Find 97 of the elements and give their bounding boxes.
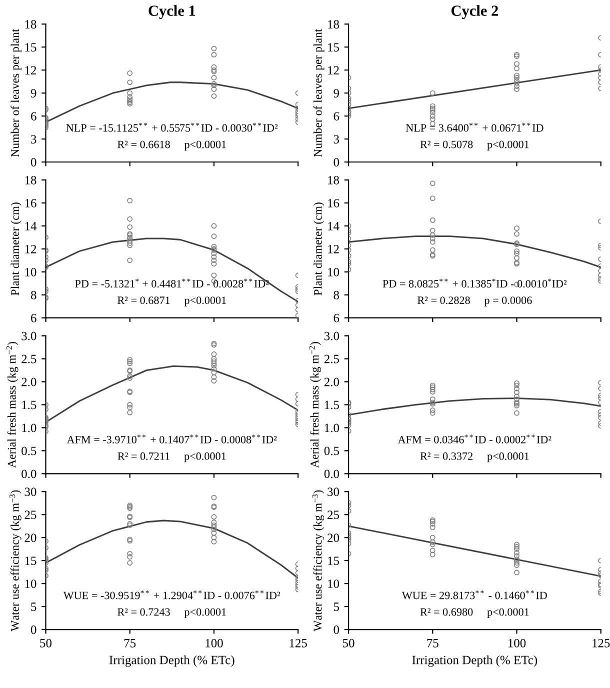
- x-tick-label: 50: [343, 638, 354, 648]
- y-tick-label: 3: [31, 135, 36, 144]
- y-tick-label: 0: [334, 626, 340, 634]
- x-tick-label: 100: [508, 638, 526, 648]
- y-tick-label: 2.0: [324, 378, 340, 386]
- x-tick-label: 75: [427, 639, 438, 648]
- line-series: [348, 235, 601, 268]
- y-axis-title: Water use efficiency (kg m$^{−3}$): [312, 490, 324, 632]
- y-axis-title: Aerial fresh mass (kg m$^{−2}$): [309, 342, 321, 468]
- x-tick-label: 75: [124, 639, 136, 648]
- y-tick-label: 15: [328, 43, 340, 52]
- y-tick-label: 0.0: [22, 470, 36, 478]
- y-tick-label: 16: [25, 198, 36, 208]
- annotation: PD = 8.0825$^{**}$ + 0.1385$^{*}$ID - 0.0010$^{*}$ID²: [382, 278, 567, 288]
- y-tick-label: 30: [328, 488, 340, 496]
- y-tick-label: 6: [31, 314, 36, 322]
- y-tick-label: 20: [24, 534, 36, 542]
- y-tick-label: 0.0: [324, 470, 340, 478]
- x-tick-label: 100: [206, 638, 223, 648]
- annotation: AFM = 0.0346$^{**}$ID - 0.0002$^{**}$ID²: [398, 434, 552, 444]
- y-tick-label: 15: [25, 43, 36, 52]
- annotation: NLP = 3.6400$^{**}$ + 0.0671$^{**}$ID: [406, 122, 544, 132]
- line-series: [46, 520, 298, 579]
- x-axis-title: Irrigation Depth (% ETc): [109, 655, 234, 667]
- y-tick-label: 14: [328, 222, 340, 230]
- y-tick-label: 2.5: [324, 354, 340, 364]
- y-axis-title: Number of leaves per plant: [313, 28, 324, 157]
- annotation: PD = -5.1321$^{*}$ + 0.4481$^{**}$ID - 0.0028$^{**}$ID²: [75, 278, 269, 288]
- chart-title: Cycle 2: [451, 5, 498, 20]
- y-tick-label: 0.5: [22, 446, 36, 456]
- annotation: WUE = -30.9519$^{**}$ + 1.2904$^{**}$ID - 0.0076$^{**}$ID²: [63, 590, 280, 600]
- y-tick-label: 30: [24, 488, 36, 496]
- y-tick-label: 0: [334, 158, 340, 166]
- y-tick-label: 12: [328, 66, 339, 74]
- y-axis-title: Plant diameter (cm): [10, 202, 22, 296]
- y-tick-label: 8: [334, 290, 340, 300]
- annotation: R² = 0.6618 p<0.0001: [118, 140, 226, 150]
- y-tick-label: 12: [25, 66, 36, 74]
- x-tick-label: 50: [40, 638, 52, 648]
- line-series: [348, 398, 601, 416]
- annotation: R² = 0.6871 p<0.0001: [118, 296, 226, 306]
- annotation: R² = 0.3372 p<0.0001: [420, 452, 529, 462]
- y-tick-label: 18: [25, 20, 36, 29]
- y-tick-label: 20: [328, 534, 340, 542]
- y-tick-label: 10: [328, 268, 340, 276]
- y-axis-title: Aerial fresh mass (kg m$^{−2}$): [6, 342, 18, 468]
- y-tick-label: 10: [328, 580, 340, 588]
- y-tick-label: 6: [334, 314, 340, 322]
- y-tick-label: 3: [334, 135, 340, 144]
- y-tick-label: 1.0: [22, 424, 36, 432]
- chart-title: Cycle 1: [148, 5, 196, 20]
- y-tick-label: 14: [25, 222, 37, 230]
- y-tick-label: 5: [334, 602, 340, 611]
- y-axis-title: Water use efficiency (kg m$^{−3}$): [10, 490, 22, 632]
- annotation: WUE = 29.8173$^{**}$ - 0.1460$^{**}$ID: [402, 590, 547, 600]
- x-tick-label: 125: [592, 638, 610, 648]
- y-axis-title: Number of leaves per plant: [10, 28, 22, 157]
- y-tick-label: 0.5: [324, 446, 340, 456]
- y-tick-label: 1.5: [324, 400, 340, 410]
- annotation: R² = 0.7243 p<0.0001: [118, 608, 226, 618]
- y-tick-label: 1.0: [324, 424, 340, 432]
- y-tick-label: 16: [328, 198, 340, 208]
- y-tick-label: 5: [31, 602, 36, 611]
- y-tick-label: 6: [334, 112, 340, 120]
- annotation: AFM = -3.9710$^{**}$ + 0.1407$^{**}$ID - 0.0008$^{**}$ID²: [66, 434, 277, 444]
- annotation: R² = 0.6980 p<0.0001: [420, 608, 529, 618]
- y-tick-label: 9: [334, 89, 339, 98]
- y-tick-label: 3.0: [324, 332, 340, 340]
- y-tick-label: 8: [30, 290, 36, 300]
- y-tick-label: 12: [328, 244, 339, 254]
- y-tick-label: 18: [328, 20, 340, 29]
- annotation: NLP = -15.1125$^{**}$ + 0.5575$^{**}$ID - 0.0030$^{**}$ID²: [66, 122, 278, 132]
- y-tick-label: 18: [25, 176, 36, 184]
- y-tick-label: 0: [30, 158, 36, 166]
- y-tick-label: 6: [31, 112, 36, 120]
- y-tick-label: 25: [328, 510, 340, 520]
- y-tick-label: 10: [25, 580, 36, 588]
- y-tick-label: 15: [25, 556, 36, 566]
- y-tick-label: 15: [328, 556, 340, 566]
- y-tick-label: 12: [25, 244, 36, 254]
- y-tick-label: 2.0: [22, 378, 36, 386]
- y-tick-label: 25: [24, 510, 36, 520]
- y-tick-label: 0: [30, 626, 36, 634]
- annotation: R² = 0.5078 p<0.0001: [420, 140, 529, 150]
- y-tick-label: 9: [30, 89, 36, 98]
- x-axis-title: Irrigation Depth (% ETc): [412, 655, 538, 667]
- y-tick-label: 2.5: [22, 354, 36, 364]
- line-series: [46, 365, 298, 423]
- y-tick-label: 3.0: [22, 332, 36, 340]
- line-series: [46, 82, 298, 123]
- y-tick-label: 1.5: [22, 400, 36, 410]
- annotation: R² = 0.7211 p<0.0001: [118, 452, 226, 462]
- annotation: R² = 0.2828 p = 0.0006: [418, 296, 532, 306]
- y-tick-label: 18: [328, 176, 340, 184]
- x-tick-label: 125: [290, 638, 307, 648]
- y-tick-label: 10: [25, 268, 36, 276]
- y-axis-title: Plant diameter (cm): [314, 202, 324, 296]
